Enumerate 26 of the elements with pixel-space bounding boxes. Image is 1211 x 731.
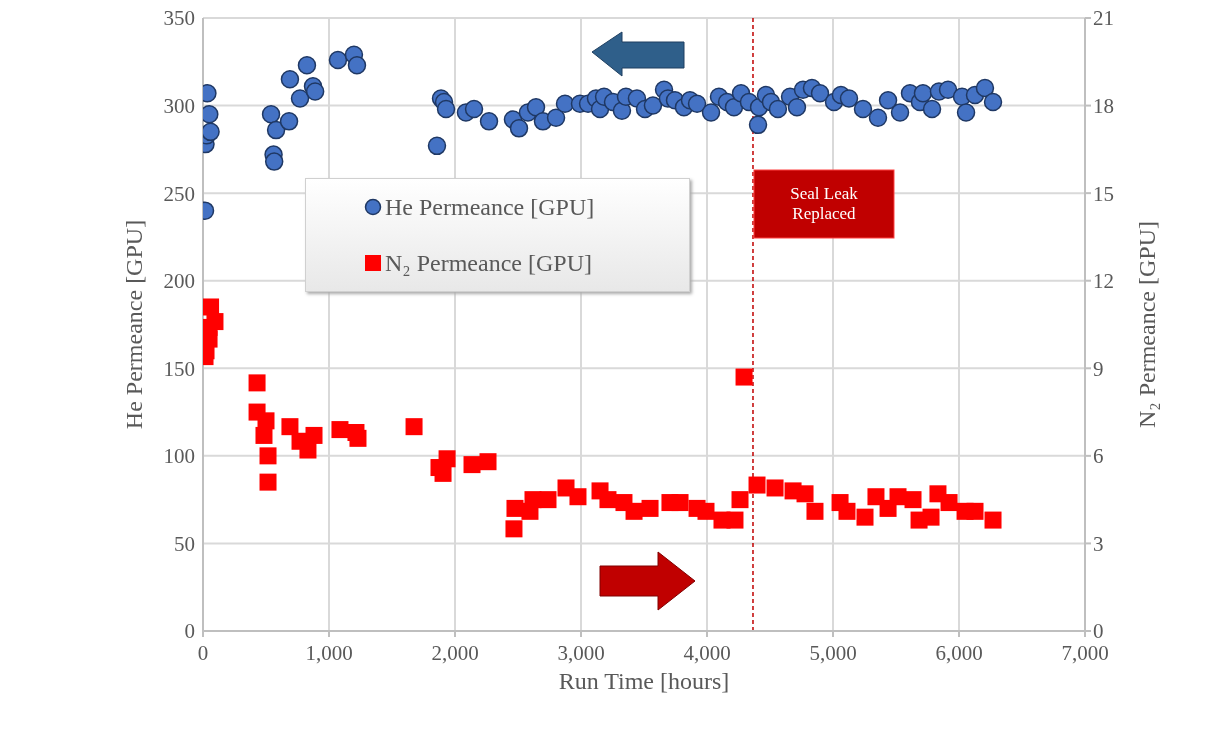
x-tick-label: 6,000 [935,640,983,665]
y-tick-label: 200 [163,269,195,294]
x-tick-label: 1,000 [305,640,353,665]
y-tick-label: 150 [163,356,195,381]
y2-tick-label: 6 [1093,444,1104,469]
y-tick-label: 250 [163,181,195,206]
y2-tick-label: 21 [1093,6,1114,31]
y-tick-label: 0 [184,619,195,644]
x-tick-label: 5,000 [809,640,857,665]
x-tick-label: 4,000 [683,640,731,665]
y2-tick-label: 9 [1093,356,1104,381]
y-tick-label: 50 [174,531,195,556]
y-tick-label: 350 [163,6,195,31]
y2-axis-title: N₂ Permeance [GPU] [1134,221,1160,428]
y2-tick-label: 12 [1093,269,1114,294]
x-tick-label: 3,000 [557,640,605,665]
y-axis-title: He Permeance [GPU] [120,219,147,430]
y-tick-label: 300 [163,94,195,119]
x-axis-title: Run Time [hours] [558,668,730,694]
x-tick-label: 2,000 [431,640,479,665]
y-tick-label: 100 [163,444,195,469]
y2-tick-label: 18 [1093,94,1114,119]
y2-tick-label: 3 [1093,531,1104,556]
legend-label: N₂ Permeance [GPU] [385,249,592,277]
y2-tick-label: 15 [1093,181,1114,206]
legend-label: He Permeance [GPU] [385,193,595,221]
